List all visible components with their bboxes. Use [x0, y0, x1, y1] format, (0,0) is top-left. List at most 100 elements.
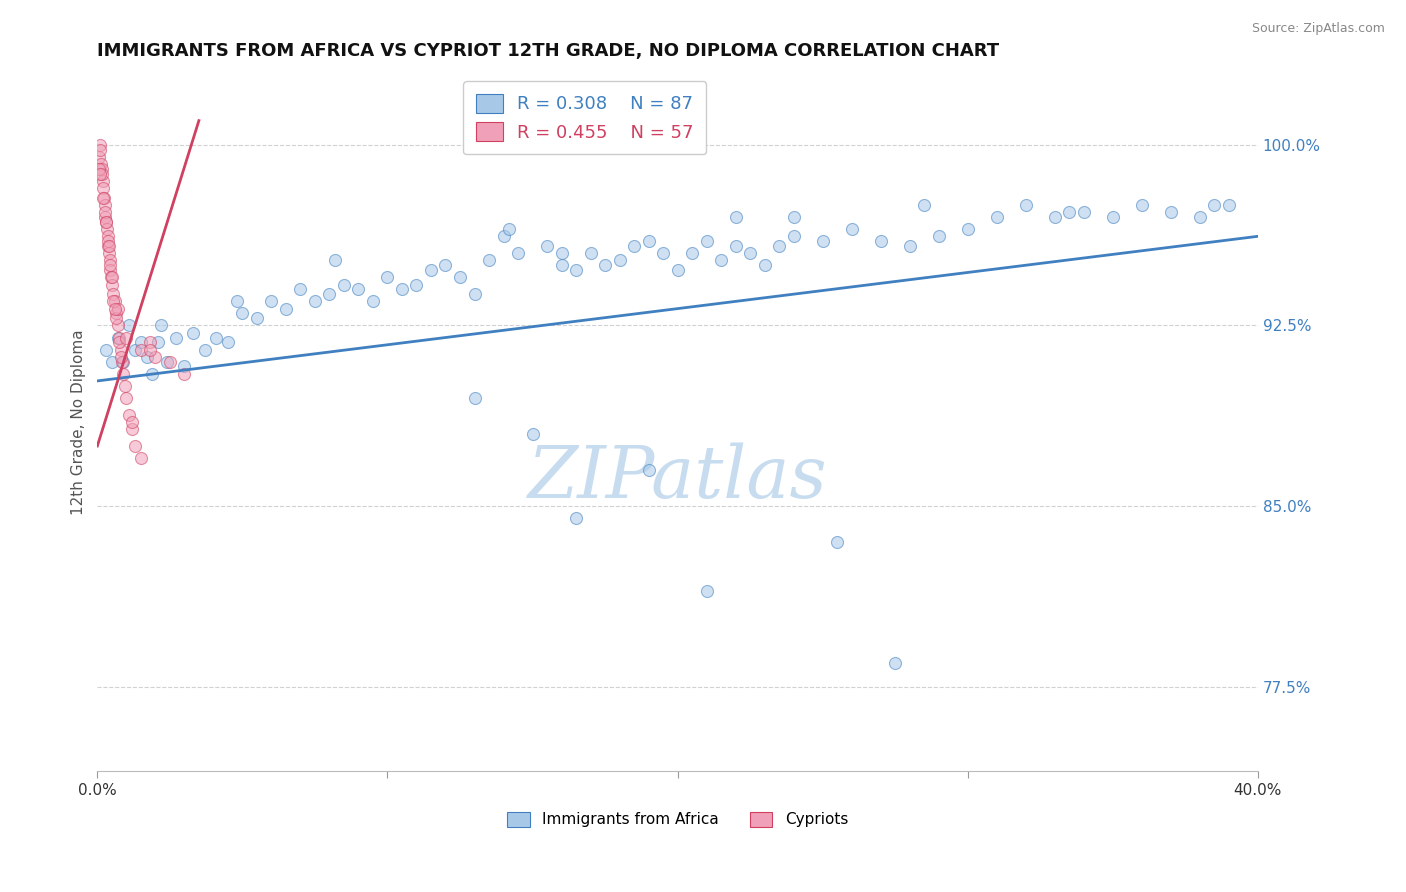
Point: [986, 210, 1008, 224]
Point: [1160, 205, 1182, 219]
Point: [391, 282, 413, 296]
Point: [115, 330, 138, 344]
Point: [506, 246, 529, 260]
Point: [1057, 205, 1080, 219]
Point: [124, 343, 146, 357]
Point: [323, 253, 346, 268]
Point: [811, 234, 834, 248]
Point: [1043, 210, 1066, 224]
Point: [89, 167, 111, 181]
Point: [90, 157, 112, 171]
Point: [138, 343, 160, 357]
Point: [150, 318, 173, 333]
Point: [138, 335, 160, 350]
Point: [141, 367, 163, 381]
Point: [956, 222, 979, 236]
Point: [118, 318, 141, 333]
Point: [434, 258, 457, 272]
Point: [304, 294, 326, 309]
Point: [478, 253, 501, 268]
Point: [637, 463, 659, 477]
Point: [112, 354, 135, 368]
Point: [1218, 198, 1240, 212]
Point: [841, 222, 863, 236]
Point: [91, 181, 114, 195]
Legend: Immigrants from Africa, Cypriots: Immigrants from Africa, Cypriots: [501, 805, 855, 834]
Point: [115, 391, 138, 405]
Point: [361, 294, 384, 309]
Point: [609, 253, 631, 268]
Point: [550, 258, 572, 272]
Point: [124, 439, 146, 453]
Point: [94, 210, 117, 224]
Point: [97, 239, 120, 253]
Point: [107, 330, 129, 344]
Point: [90, 167, 112, 181]
Point: [1204, 198, 1226, 212]
Y-axis label: 12th Grade, No Diploma: 12th Grade, No Diploma: [72, 329, 86, 515]
Point: [740, 246, 762, 260]
Point: [522, 426, 544, 441]
Point: [173, 367, 195, 381]
Point: [710, 253, 733, 268]
Point: [159, 354, 181, 368]
Point: [181, 326, 204, 340]
Point: [347, 282, 370, 296]
Point: [173, 359, 195, 374]
Point: [96, 222, 118, 236]
Point: [100, 263, 122, 277]
Point: [579, 246, 602, 260]
Text: IMMIGRANTS FROM AFRICA VS CYPRIOT 12TH GRADE, NO DIPLOMA CORRELATION CHART: IMMIGRANTS FROM AFRICA VS CYPRIOT 12TH G…: [97, 42, 1000, 60]
Point: [593, 258, 616, 272]
Point: [205, 330, 228, 344]
Point: [377, 270, 399, 285]
Point: [912, 198, 935, 212]
Point: [94, 215, 117, 229]
Text: Source: ZipAtlas.com: Source: ZipAtlas.com: [1251, 22, 1385, 36]
Point: [93, 198, 115, 212]
Point: [637, 234, 659, 248]
Point: [652, 246, 675, 260]
Point: [100, 258, 122, 272]
Point: [118, 408, 141, 422]
Point: [492, 229, 515, 244]
Point: [869, 234, 891, 248]
Point: [111, 354, 134, 368]
Point: [89, 137, 111, 152]
Point: [96, 229, 118, 244]
Point: [108, 335, 131, 350]
Point: [129, 451, 152, 466]
Point: [104, 301, 127, 316]
Point: [1188, 210, 1211, 224]
Point: [129, 335, 152, 350]
Point: [498, 222, 520, 236]
Point: [112, 367, 135, 381]
Point: [98, 253, 121, 268]
Point: [666, 263, 689, 277]
Point: [825, 535, 848, 549]
Point: [135, 350, 157, 364]
Point: [318, 287, 340, 301]
Point: [93, 191, 115, 205]
Point: [91, 174, 114, 188]
Point: [104, 294, 127, 309]
Point: [1073, 205, 1095, 219]
Point: [107, 301, 129, 316]
Point: [1130, 198, 1153, 212]
Point: [94, 215, 117, 229]
Point: [782, 229, 804, 244]
Point: [1101, 210, 1123, 224]
Point: [217, 335, 239, 350]
Point: [110, 343, 132, 357]
Point: [129, 343, 152, 357]
Point: [405, 277, 427, 292]
Point: [724, 239, 747, 253]
Point: [107, 318, 129, 333]
Point: [782, 210, 804, 224]
Point: [449, 270, 471, 285]
Point: [225, 294, 247, 309]
Point: [121, 422, 143, 436]
Point: [898, 239, 921, 253]
Point: [148, 335, 170, 350]
Point: [565, 263, 588, 277]
